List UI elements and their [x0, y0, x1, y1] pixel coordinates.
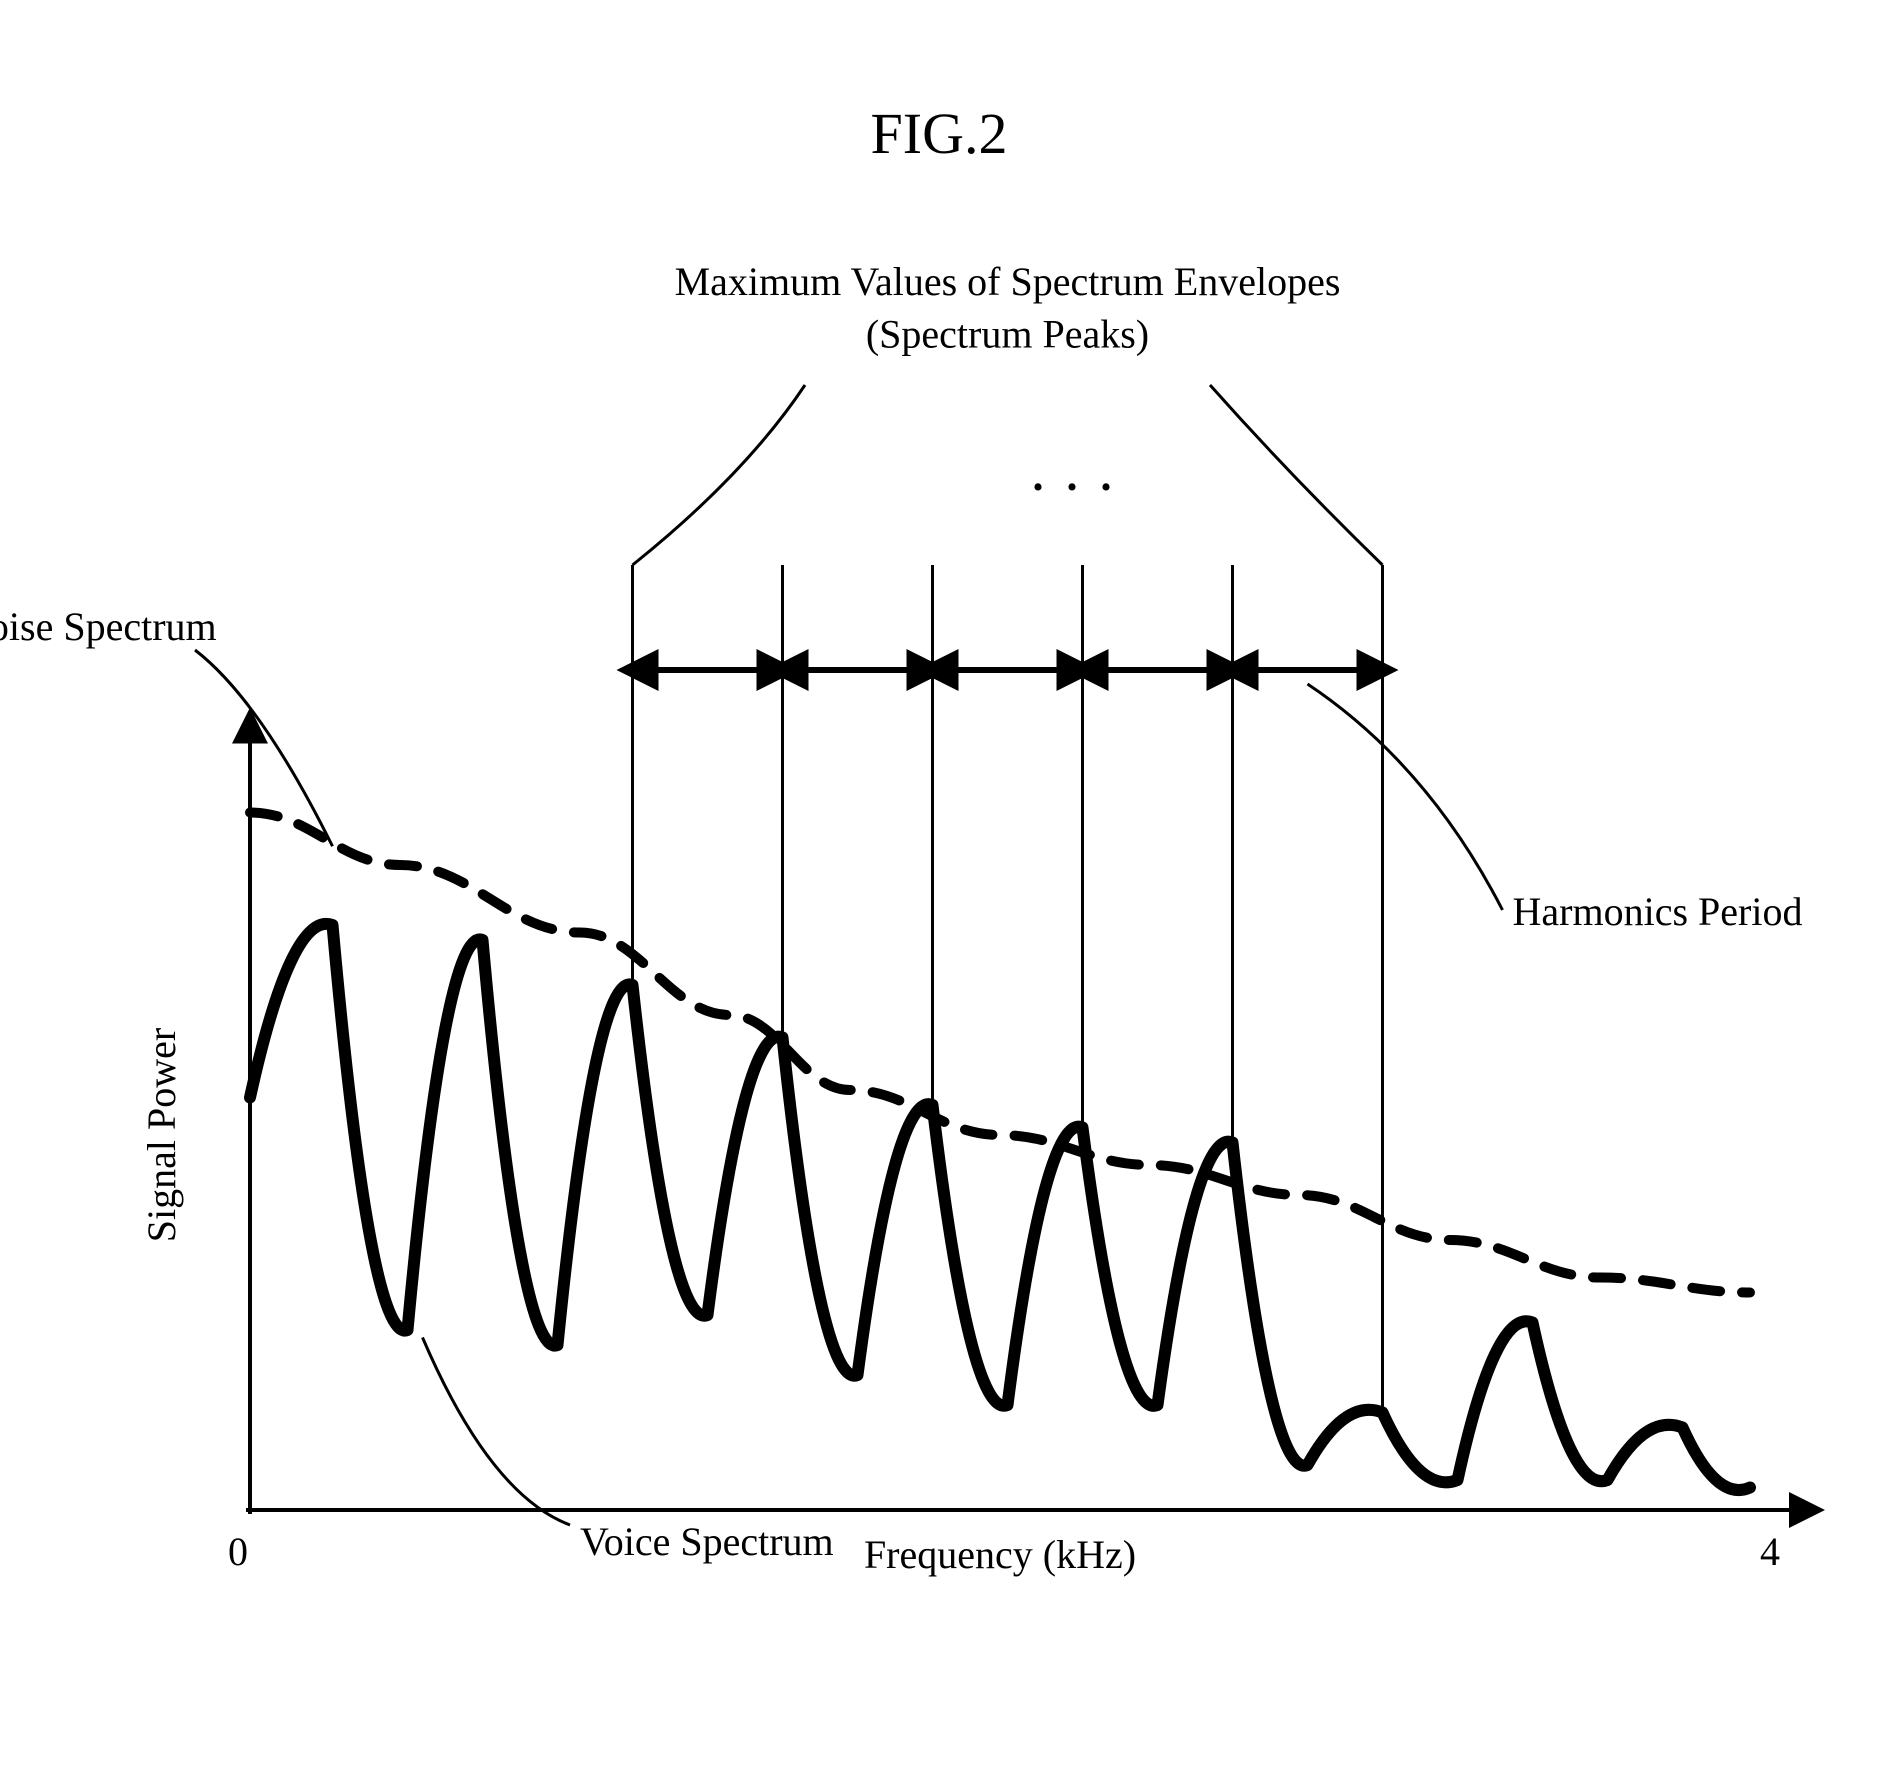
- noise-spectrum-label: Noise Spectrum: [0, 604, 217, 649]
- x-tick-0: 0: [228, 1529, 248, 1574]
- y-axis-label: Signal Power: [139, 1028, 184, 1242]
- noise-spectrum-curve: [250, 813, 1750, 1293]
- voice-leader: [423, 1338, 571, 1526]
- voice-spectrum-curve: [250, 924, 1750, 1490]
- peaks-leader-right: [1210, 385, 1383, 565]
- ellipsis: . . .: [1033, 451, 1118, 500]
- harmonics-period-label: Harmonics Period: [1513, 889, 1803, 934]
- peaks-leader-left: [633, 385, 806, 565]
- peaks-label-line2: (Spectrum Peaks): [866, 312, 1149, 357]
- peaks-label-line1: Maximum Values of Spectrum Envelopes: [675, 259, 1341, 304]
- x-axis-label: Frequency (kHz): [864, 1532, 1136, 1577]
- voice-spectrum-label: Voice Spectrum: [580, 1519, 834, 1564]
- figure-title: FIG.2: [0, 100, 1878, 167]
- harmonics-leader: [1308, 684, 1503, 910]
- spectrum-diagram: 0 4 Frequency (kHz) Signal Power Noise Spect…: [0, 60, 1878, 1783]
- x-tick-4: 4: [1760, 1529, 1780, 1574]
